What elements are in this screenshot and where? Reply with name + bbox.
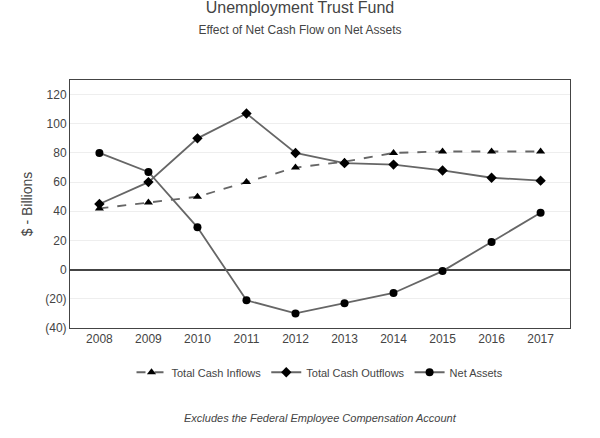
svg-text:2011: 2011 — [234, 332, 260, 346]
svg-text:2009: 2009 — [135, 332, 162, 346]
svg-text:100: 100 — [47, 117, 67, 131]
svg-text:0: 0 — [60, 263, 67, 277]
svg-text:2008: 2008 — [86, 332, 113, 346]
svg-text:$ - Billions: $ - Billions — [19, 172, 35, 237]
svg-text:120: 120 — [47, 88, 67, 102]
svg-text:2013: 2013 — [331, 332, 358, 346]
svg-text:20: 20 — [53, 234, 67, 248]
svg-text:(40): (40) — [45, 321, 66, 335]
svg-text:Unemployment Trust FundEffect: Unemployment Trust FundEffect of Net Cas… — [198, 0, 401, 37]
svg-text:Total Cash Outflows: Total Cash Outflows — [306, 367, 404, 379]
svg-text:80: 80 — [53, 146, 67, 160]
svg-text:Net Assets: Net Assets — [450, 367, 503, 379]
svg-text:2015: 2015 — [429, 332, 456, 346]
svg-text:40: 40 — [53, 204, 67, 218]
svg-text:Total Cash Inflows: Total Cash Inflows — [172, 367, 262, 379]
svg-text:2014: 2014 — [380, 332, 407, 346]
svg-text:2010: 2010 — [184, 332, 211, 346]
svg-text:2017: 2017 — [527, 332, 554, 346]
svg-text:(20): (20) — [45, 292, 66, 306]
svg-text:2016: 2016 — [478, 332, 505, 346]
svg-text:2012: 2012 — [282, 332, 309, 346]
svg-text:60: 60 — [53, 175, 67, 189]
svg-text:Excludes the Federal Employee: Excludes the Federal Employee Compensati… — [184, 412, 457, 424]
